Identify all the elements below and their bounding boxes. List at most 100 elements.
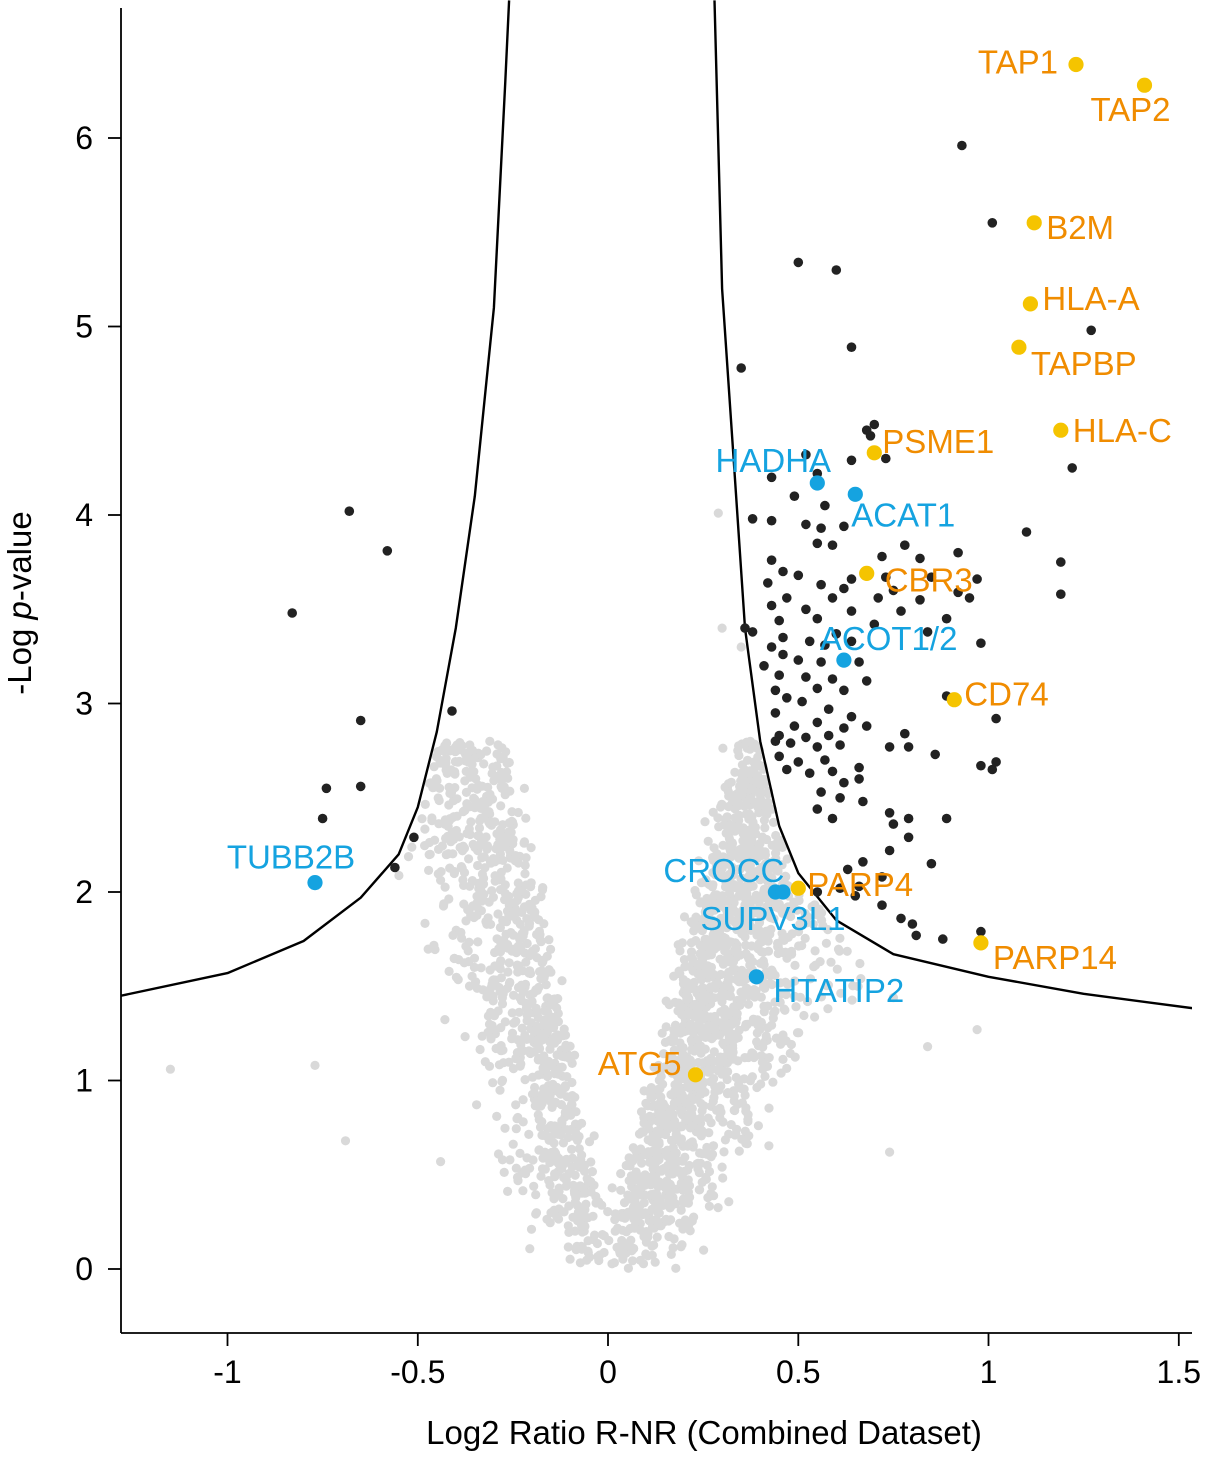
significant-points xyxy=(287,140,1096,944)
nonsignificant-point xyxy=(435,783,445,793)
significant-point xyxy=(793,257,804,268)
nonsignificant-point xyxy=(518,1095,528,1105)
nonsignificant-point xyxy=(557,976,567,986)
threshold-curve-right xyxy=(713,0,1192,1010)
nonsignificant-point xyxy=(834,946,845,956)
nonsignificant-point xyxy=(761,1031,771,1041)
nonsignificant-point xyxy=(511,905,521,915)
nonsignificant-point xyxy=(476,963,486,973)
nonsignificant-point xyxy=(515,1148,525,1158)
significant-point xyxy=(778,632,788,643)
significant-point xyxy=(770,685,781,696)
highlighted-point-cbr3 xyxy=(859,565,875,582)
nonsignificant-point xyxy=(757,1057,768,1067)
nonsignificant-point xyxy=(713,1203,723,1213)
nonsignificant-point xyxy=(450,832,460,843)
nonsignificant-point xyxy=(524,919,535,929)
nonsignificant-point xyxy=(571,1132,581,1143)
significant-point xyxy=(861,676,872,686)
nonsignificant-point xyxy=(679,955,690,965)
significant-point xyxy=(941,813,952,824)
nonsignificant-point xyxy=(721,1018,731,1028)
nonsignificant-point xyxy=(667,1052,677,1062)
nonsignificant-point xyxy=(668,1243,678,1253)
nonsignificant-point xyxy=(646,1137,657,1147)
significant-point xyxy=(774,615,784,626)
nonsignificant-point xyxy=(715,926,725,937)
significant-point xyxy=(869,619,880,630)
nonsignificant-point xyxy=(758,982,769,992)
significant-point xyxy=(854,774,864,784)
nonsignificant-point xyxy=(734,816,744,826)
nonsignificant-point xyxy=(719,1147,729,1157)
nonsignificant-point xyxy=(684,1061,694,1071)
nonsignificant-point xyxy=(564,1201,574,1211)
gene-label-tap1: TAP1 xyxy=(978,44,1058,81)
nonsignificant-point xyxy=(810,900,820,910)
significant-point xyxy=(846,574,857,584)
nonsignificant-point xyxy=(496,801,506,811)
significant-point xyxy=(1056,557,1066,567)
nonsignificant-point xyxy=(739,1074,749,1084)
significant-point xyxy=(987,218,998,228)
significant-point xyxy=(831,629,842,639)
nonsignificant-point xyxy=(803,996,813,1007)
nonsignificant-point xyxy=(654,1138,664,1148)
nonsignificant-point xyxy=(424,865,434,876)
nonsignificant-point xyxy=(520,869,530,879)
tick-marks: -1 -0.5 0 0.5 1 1.5 0 1 2 3 4 5 6 xyxy=(75,120,1201,1390)
highlighted-point-hla-c xyxy=(1053,422,1069,438)
nonsignificant-point xyxy=(511,1053,521,1064)
y-tick-label: 4 xyxy=(75,497,93,533)
nonsignificant-point xyxy=(461,787,471,798)
nonsignificant-point xyxy=(676,1205,686,1215)
nonsignificant-point xyxy=(459,958,469,968)
nonsignificant-point xyxy=(764,858,774,868)
nonsignificant-point xyxy=(490,817,500,827)
significant-point xyxy=(812,613,823,624)
significant-point xyxy=(941,613,952,624)
nonsignificant-point xyxy=(670,1086,680,1096)
gene-label-supv3l1: SUPV3L1 xyxy=(701,900,846,937)
threshold-curve-left xyxy=(121,0,511,997)
nonsignificant-point xyxy=(778,1054,788,1064)
nonsignificant-point xyxy=(663,1160,673,1170)
significant-point xyxy=(763,578,773,588)
significant-point xyxy=(740,623,750,633)
x-tick-label: 1 xyxy=(980,1354,998,1390)
nonsignificant-point xyxy=(847,995,857,1005)
threshold-curve xyxy=(121,0,1192,1010)
nonsignificant-point xyxy=(471,798,482,808)
nonsignificant-point xyxy=(553,1129,563,1139)
significant-point xyxy=(766,642,777,652)
nonsignificant-point xyxy=(473,878,483,888)
nonsignificant-point xyxy=(502,767,512,777)
nonsignificant-point xyxy=(738,836,748,846)
nonsignificant-points xyxy=(165,508,982,1273)
nonsignificant-point xyxy=(826,957,836,967)
significant-point xyxy=(839,521,849,532)
nonsignificant-point xyxy=(488,1078,498,1088)
nonsignificant-point xyxy=(575,1181,585,1191)
nonsignificant-point xyxy=(462,828,472,839)
nonsignificant-point xyxy=(739,785,749,795)
nonsignificant-point xyxy=(685,1123,695,1133)
significant-point xyxy=(778,649,788,660)
y-axis-title-suffix: -value xyxy=(1,511,38,601)
nonsignificant-point xyxy=(700,907,710,917)
nonsignificant-point xyxy=(545,1037,555,1047)
nonsignificant-point xyxy=(567,1162,577,1172)
nonsignificant-point xyxy=(792,1028,803,1038)
significant-point xyxy=(884,808,895,818)
nonsignificant-point xyxy=(568,1180,578,1190)
nonsignificant-point xyxy=(684,984,694,995)
nonsignificant-point xyxy=(678,1043,688,1053)
nonsignificant-point xyxy=(599,1247,609,1258)
nonsignificant-point xyxy=(744,814,754,824)
significant-point xyxy=(793,757,804,767)
nonsignificant-point xyxy=(649,1145,660,1155)
significant-point xyxy=(835,793,845,803)
significant-point xyxy=(344,506,355,516)
nonsignificant-point xyxy=(502,837,512,847)
significant-point xyxy=(801,604,811,615)
